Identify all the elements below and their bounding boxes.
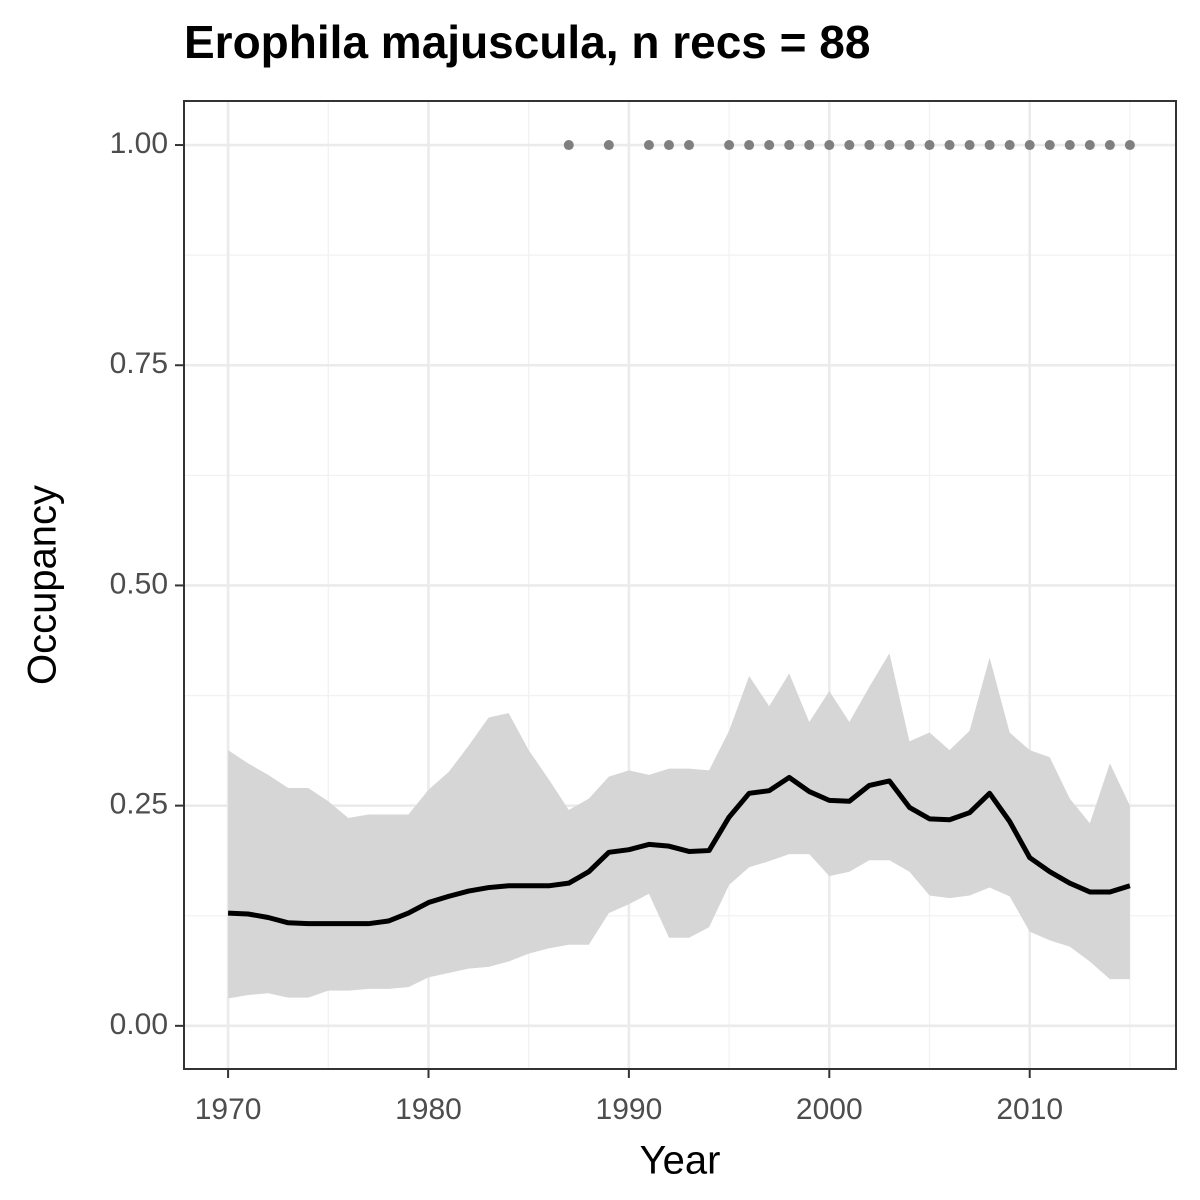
x-tick-label: 2010	[996, 1093, 1063, 1126]
record-point	[1044, 140, 1055, 151]
record-point	[643, 140, 654, 151]
x-tick-label: 1980	[395, 1093, 462, 1126]
record-point	[1024, 140, 1035, 151]
record-point	[663, 140, 674, 151]
record-point	[924, 140, 935, 151]
x-tick-label: 2000	[796, 1093, 863, 1126]
x-tick-label: 1990	[596, 1093, 663, 1126]
record-point	[864, 140, 875, 151]
confidence-band	[228, 653, 1130, 999]
record-point	[984, 140, 995, 151]
record-point	[784, 140, 795, 151]
x-tick-label: 1970	[195, 1093, 262, 1126]
y-tick-label: 0.00	[110, 1008, 168, 1041]
record-point	[964, 140, 975, 151]
record-point	[944, 140, 955, 151]
record-point	[603, 140, 614, 151]
record-point	[1064, 140, 1075, 151]
mean-line	[227, 774, 1131, 927]
record-point	[1104, 140, 1115, 151]
y-tick-label: 0.50	[110, 567, 168, 600]
record-point	[824, 140, 835, 151]
panel-border	[183, 100, 1177, 1070]
record-point	[764, 140, 775, 151]
y-tick-label: 0.25	[110, 788, 168, 821]
record-point	[563, 140, 574, 151]
y-tick-label: 1.00	[110, 127, 168, 160]
record-point	[884, 140, 895, 151]
record-point	[724, 140, 735, 151]
record-point	[1124, 140, 1135, 151]
y-axis-label: Occupancy	[21, 485, 65, 685]
record-point	[844, 140, 855, 151]
chart-title: Erophila majuscula, n recs = 88	[184, 16, 870, 68]
y-tick-label: 0.75	[110, 347, 168, 380]
record-point	[744, 140, 755, 151]
record-point	[804, 140, 815, 151]
record-point	[684, 140, 695, 151]
record-point	[1084, 140, 1095, 151]
x-axis-label: Year	[640, 1139, 721, 1183]
record-point	[904, 140, 915, 151]
record-point	[1004, 140, 1015, 151]
